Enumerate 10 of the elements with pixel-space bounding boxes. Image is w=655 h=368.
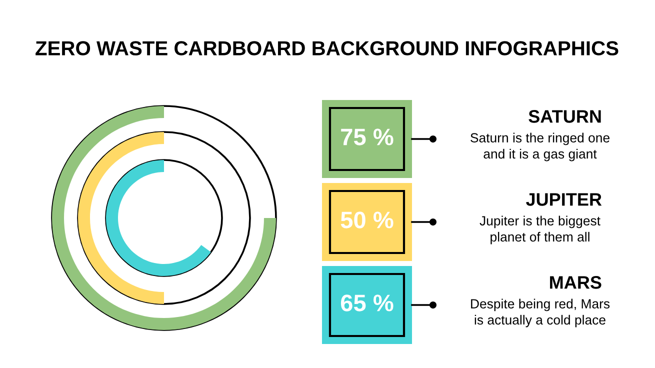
text: Saturn is the ringed one and it is a gas giant — [470, 132, 610, 162]
text: Despite being red, Mars is actually a cold place — [471, 298, 610, 328]
category-label: MARS — [550, 276, 602, 289]
category-label: SATURN — [528, 110, 601, 123]
data-label: 75 % — [341, 128, 394, 146]
data-label: 65 % — [340, 294, 394, 312]
category-label: JUPITER — [526, 193, 602, 206]
data-label: 50 % — [340, 212, 394, 228]
text: Jupiter is the biggest planet of them all — [480, 216, 600, 244]
text: ZERO WASTE CARDBOARD BACKGROUND INFOGRAPHICS — [36, 41, 618, 56]
